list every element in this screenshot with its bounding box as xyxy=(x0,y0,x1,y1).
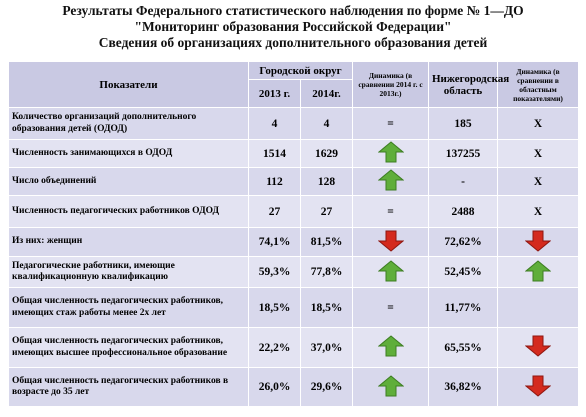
cell: 18,5% xyxy=(300,287,353,328)
row-label: Численность занимающихся в ОДОД xyxy=(8,139,249,168)
table-row: Педагогические работники, имеющие квалиф… xyxy=(8,256,579,288)
cell: 37,0% xyxy=(300,327,353,368)
arrow-up xyxy=(377,259,404,281)
cell: 112 xyxy=(248,167,301,196)
cell xyxy=(352,327,429,368)
table-row: Из них: женщин 74,1% 81,5% 72,62% xyxy=(8,227,579,257)
cell: = xyxy=(352,287,429,328)
header-cell: 2014г. xyxy=(300,79,353,108)
arrow-shape xyxy=(524,230,552,252)
cell xyxy=(497,287,579,328)
arrow-up xyxy=(377,169,404,191)
arrow-shape xyxy=(377,169,404,191)
title-line: Сведения об организациях дополнительного… xyxy=(98,35,488,50)
cell: 72,62% xyxy=(428,227,498,257)
row-label: Количество организаций дополнительного о… xyxy=(8,107,249,140)
title: Результаты Федерального статистического … xyxy=(0,0,586,58)
cell: 74,1% xyxy=(248,227,301,257)
arrow-shape xyxy=(377,335,404,357)
cell: 1629 xyxy=(300,139,353,168)
header-cell: 2013 г. xyxy=(248,79,301,108)
cell xyxy=(497,367,579,407)
cell: 128 xyxy=(300,167,353,196)
arrow-shape xyxy=(524,335,552,357)
header-cell: Городской округ xyxy=(248,61,353,80)
row-label: Численность педагогических работников ОД… xyxy=(8,195,249,228)
cell: 4 xyxy=(248,107,301,140)
cell: - xyxy=(428,167,498,196)
header-cell: Нижегородская область xyxy=(428,61,509,108)
cell: 27 xyxy=(300,195,353,228)
arrow-shape xyxy=(377,374,404,396)
cell: Х xyxy=(497,195,579,228)
cell: 36,82% xyxy=(428,367,498,407)
title-line: Результаты Федерального статистического … xyxy=(62,3,524,18)
cell xyxy=(352,256,429,288)
row-label: Из них: женщин xyxy=(8,227,249,257)
title-line: "Мониторинг образования Российской Федер… xyxy=(134,19,452,34)
cell xyxy=(497,327,579,368)
cell: 22,2% xyxy=(248,327,301,368)
cell xyxy=(497,227,579,257)
cell: 11,77% xyxy=(428,287,498,328)
cell: 1514 xyxy=(248,139,301,168)
cell: 2488 xyxy=(428,195,498,228)
cell: = xyxy=(352,195,429,228)
row-label: Общая численность педагогических работни… xyxy=(8,287,249,328)
header-cell: Динамика (в сравнении в областным показа… xyxy=(497,61,579,108)
cell xyxy=(352,367,429,407)
cell: Х xyxy=(497,139,579,168)
cell xyxy=(352,167,429,196)
cell: 26,0% xyxy=(248,367,301,407)
cell: 185 xyxy=(428,107,498,140)
cell: 65,55% xyxy=(428,327,498,368)
row-label: Общая численность педагогических работни… xyxy=(8,367,249,407)
table-row: Общая численность педагогических работни… xyxy=(8,287,579,328)
arrow-shape xyxy=(377,141,404,163)
cell xyxy=(352,139,429,168)
cell: 59,3% xyxy=(248,256,301,288)
cell: 4 xyxy=(300,107,353,140)
arrow-shape xyxy=(377,230,404,252)
arrow-shape xyxy=(524,259,552,281)
cell xyxy=(497,256,579,288)
row-label: Общая численность педагогических работни… xyxy=(8,327,249,368)
table-row: Численность занимающихся в ОДОД 1514 1629 1… xyxy=(8,139,579,168)
row-label: Педагогические работники, имеющие квалиф… xyxy=(8,256,249,288)
cell: 29,6% xyxy=(300,367,353,407)
table-row: Общая численность педагогических работни… xyxy=(8,327,579,368)
table-row: Общая численность педагогических работни… xyxy=(8,367,579,407)
table-body: Количество организаций дополнительного о… xyxy=(8,107,579,407)
stats-table: Показатели Городской округ Динамика (в с… xyxy=(8,61,579,407)
arrow-down xyxy=(524,230,552,252)
cell: = xyxy=(352,107,429,140)
cell: 18,5% xyxy=(248,287,301,328)
arrow-down xyxy=(377,230,404,252)
table-row: Количество организаций дополнительного о… xyxy=(8,107,579,140)
arrow-up xyxy=(524,259,552,281)
table-row: Численность педагогических работников ОД… xyxy=(8,195,579,228)
cell: 52,45% xyxy=(428,256,498,288)
arrow-down xyxy=(524,335,552,357)
header-cell: Показатели xyxy=(8,61,249,108)
cell: Х xyxy=(497,107,579,140)
arrow-down xyxy=(524,375,552,397)
header-cell: Динамика (в сравнении 2014 г. с 2013г.) xyxy=(352,61,429,108)
arrow-shape xyxy=(377,259,404,281)
arrow-up xyxy=(377,141,404,163)
row-label: Число объединений xyxy=(8,167,249,196)
cell xyxy=(352,227,429,257)
cell: 137255 xyxy=(428,139,498,168)
arrow-up xyxy=(377,374,404,396)
cell: Х xyxy=(497,167,579,196)
table-row: Число объединений 112 128 - Х xyxy=(8,167,579,196)
arrow-up xyxy=(377,335,404,357)
cell: 27 xyxy=(248,195,301,228)
cell: 81,5% xyxy=(300,227,353,257)
arrow-shape xyxy=(524,375,552,397)
cell: 77,8% xyxy=(300,256,353,288)
